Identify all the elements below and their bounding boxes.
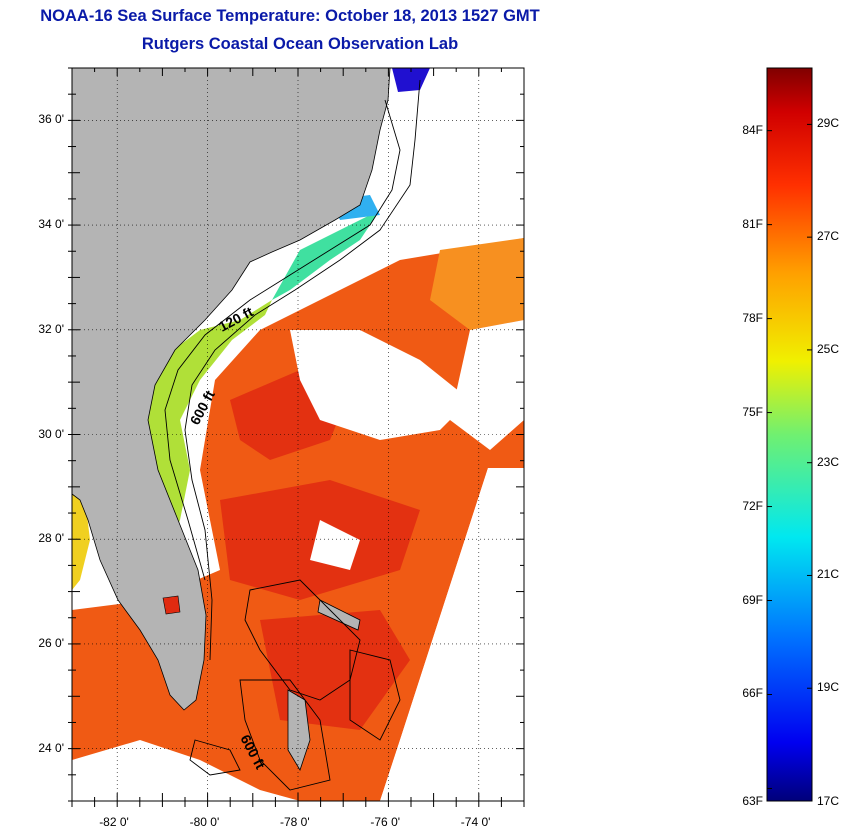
sst-shelf-water bbox=[392, 68, 430, 92]
land-us bbox=[72, 68, 391, 711]
colorbar-fahrenheit-label: 63F bbox=[742, 794, 763, 808]
colorbar bbox=[766, 67, 813, 802]
contour-120ft bbox=[164, 99, 401, 581]
cloud-gap bbox=[290, 330, 470, 440]
graticule bbox=[72, 68, 524, 801]
lat-tick-label: 30 0' bbox=[38, 426, 64, 441]
contour-bahamas bbox=[239, 679, 331, 791]
colorbar-fahrenheit-label: 75F bbox=[742, 404, 763, 419]
colorbar-fahrenheit-label: 78F bbox=[742, 310, 763, 325]
colorbar-fahrenheit-label: 72F bbox=[742, 498, 763, 513]
lon-tick-label: -78 0' bbox=[280, 815, 310, 829]
cloud-gap bbox=[72, 740, 300, 801]
lat-tick-label: 36 0' bbox=[38, 112, 64, 127]
cloud-gap bbox=[380, 210, 470, 250]
colorbar-fahrenheit-label: 84F bbox=[742, 122, 763, 137]
land-bahamas bbox=[287, 689, 311, 771]
sst-shelf-water bbox=[272, 210, 380, 300]
colorbar-celsius-label: 27C bbox=[817, 229, 840, 244]
cloud-gap bbox=[450, 320, 524, 450]
axis-ticks bbox=[68, 67, 525, 807]
contour-bahamas bbox=[349, 649, 401, 741]
lon-tick-label: -76 0' bbox=[370, 815, 401, 829]
colorbar-ticks bbox=[767, 123, 812, 802]
colorbar-celsius-label: 21C bbox=[817, 567, 840, 582]
lat-tick-label: 32 0' bbox=[38, 321, 64, 336]
cloud-gap bbox=[380, 468, 524, 801]
colorbar-fahrenheit-label: 81F bbox=[742, 216, 763, 231]
map-title: NOAA-16 Sea Surface Temperature: October… bbox=[40, 7, 540, 25]
map-subtitle: Rutgers Coastal Ocean Observation Lab bbox=[141, 35, 459, 53]
sst-gulf-water bbox=[72, 490, 90, 590]
contour-600ft bbox=[184, 79, 421, 661]
colorbar-celsius-label: 17C bbox=[817, 794, 840, 808]
lat-tick-label: 26 0' bbox=[38, 635, 64, 650]
cloud-gap bbox=[310, 520, 360, 570]
land-bahamas bbox=[317, 599, 361, 631]
lat-tick-label: 24 0' bbox=[38, 740, 64, 755]
colorbar-celsius-label: 19C bbox=[817, 680, 840, 695]
colorbar-celsius-label: 29C bbox=[817, 116, 840, 131]
colorbar-fahrenheit-label: 66F bbox=[742, 686, 763, 701]
lon-tick-label: -74 0' bbox=[460, 815, 491, 829]
lon-tick-label: -80 0' bbox=[189, 815, 220, 829]
contour-bahamas bbox=[244, 579, 361, 701]
lat-tick-label: 34 0' bbox=[38, 217, 64, 232]
lake-okeechobee bbox=[162, 595, 181, 615]
colorbar-fahrenheit-label: 69F bbox=[742, 592, 763, 607]
lat-tick-label: 28 0' bbox=[38, 531, 64, 546]
sst-mild-water bbox=[430, 238, 524, 330]
colorbar-celsius-label: 23C bbox=[817, 454, 840, 469]
contour-cuba bbox=[189, 739, 241, 776]
colorbar-celsius-label: 25C bbox=[817, 341, 840, 356]
lon-tick-label: -82 0' bbox=[99, 815, 129, 829]
